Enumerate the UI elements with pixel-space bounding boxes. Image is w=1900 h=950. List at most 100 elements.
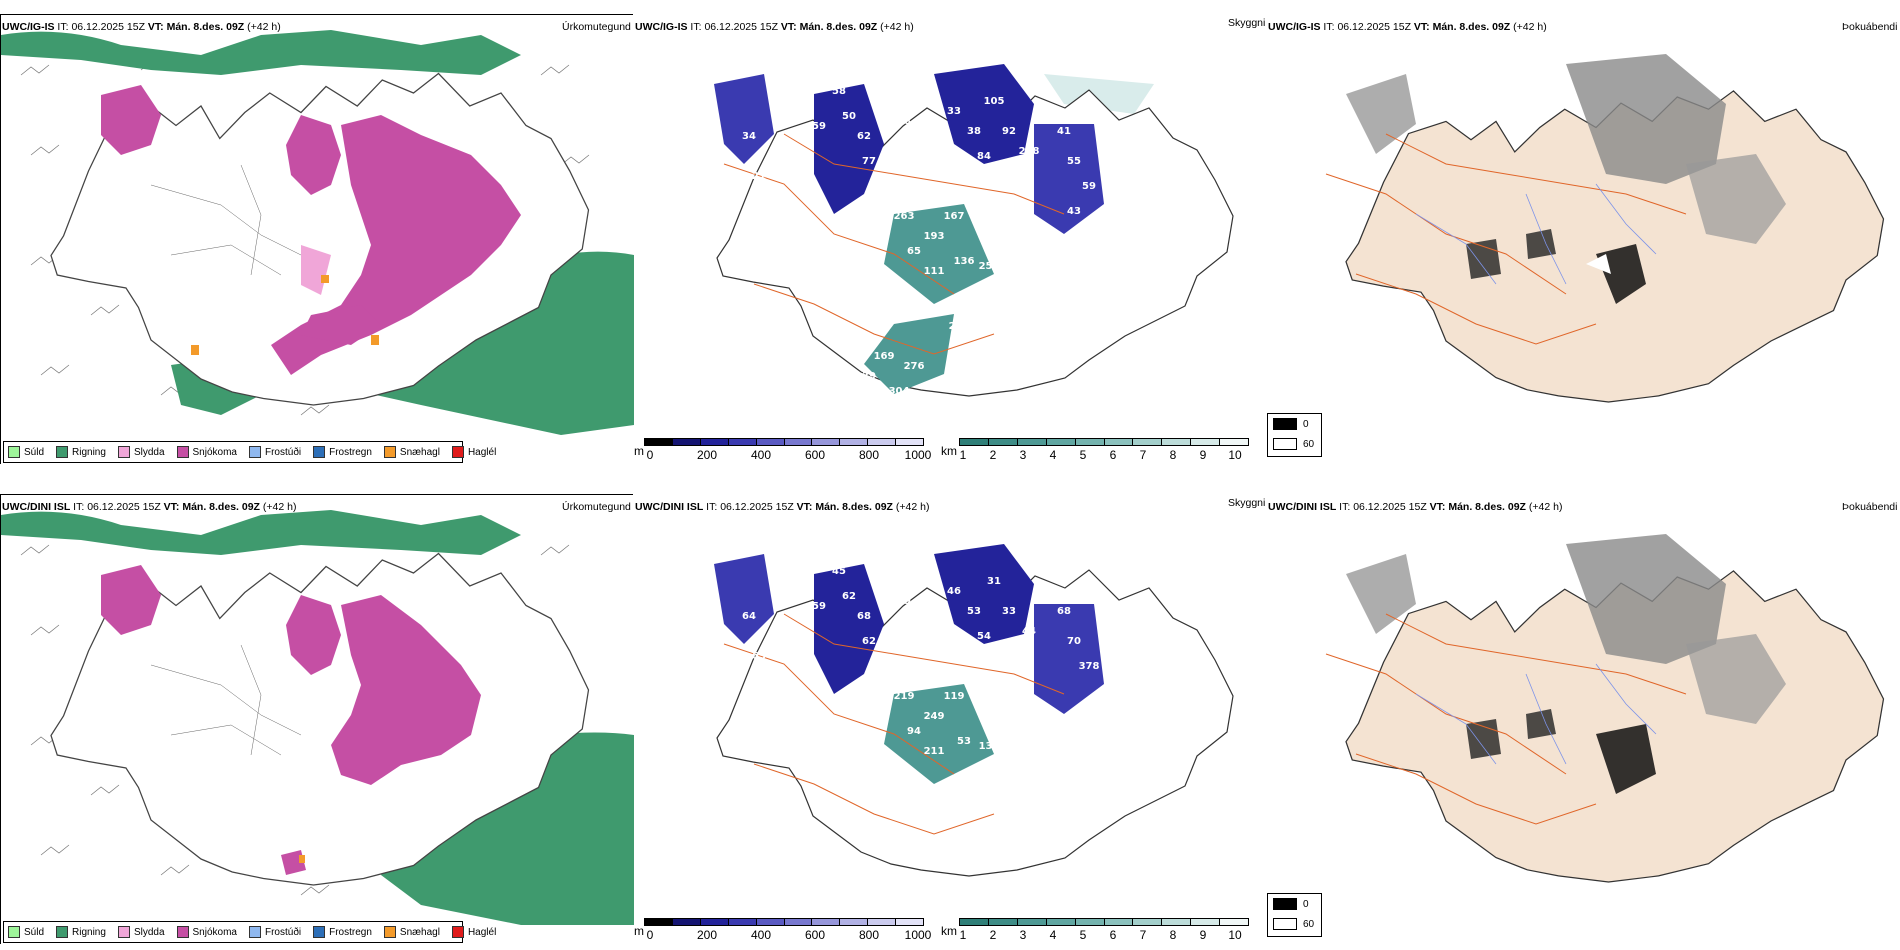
visibility-label: 78 [737, 536, 751, 547]
visibility-label: 51 [887, 101, 901, 112]
visibility-label: 42 [932, 171, 946, 182]
legend-label: Snæhagl [399, 926, 440, 938]
visibility-label: 33 [917, 626, 931, 637]
legend-swatch [56, 446, 69, 458]
visibility-label: 58 [897, 116, 911, 127]
precip-panel-igis: Súld Rigning Slydda Snjókoma Frostúði Fr… [0, 14, 634, 465]
vis-scale-km-tick: 5 [1079, 928, 1087, 942]
vis-scale-m-tick: 200 [696, 448, 718, 462]
visibility-label: 77 [862, 156, 876, 167]
vis-scale-km-unit: km [941, 924, 957, 938]
legend-swatch [176, 446, 189, 458]
vis-scale-m-tick: 600 [804, 928, 826, 942]
visibility-label: 53 [967, 606, 981, 617]
visibility-label: 64 [1012, 726, 1026, 737]
legend-swatch [248, 446, 261, 458]
fog-title-igis: Þokuábendi [1842, 21, 1898, 33]
legend-label: Frostúði [264, 446, 302, 458]
visibility-label: 64 [742, 611, 756, 622]
visibility-label: 385 [1009, 246, 1030, 257]
visibility-label: 65 [752, 541, 766, 552]
vis-header-igis: UWC/IG-IS IT: 06.12.2025 15Z VT: Mán. 8.… [635, 21, 914, 33]
vis-scale-m-bar [644, 438, 924, 446]
legend-swatch [313, 446, 326, 458]
precip-header-dini: UWC/DINI ISL IT: 06.12.2025 15Z VT: Mán.… [2, 501, 297, 513]
fog-scale-swatch [1273, 418, 1297, 430]
vis-scale-m-tick: 400 [750, 448, 772, 462]
visibility-label: 94 [907, 726, 921, 737]
legend-label: Snjókoma [192, 446, 237, 458]
legend-label: Rigning [72, 446, 106, 458]
vis-scale-km-tick: 5 [1079, 448, 1087, 462]
fog-scale-dini: 0 60 [1267, 893, 1322, 937]
fog-panel-igis [1266, 14, 1900, 464]
legend-swatch [117, 446, 130, 458]
vis-scale-km-tick: 10 [1228, 928, 1242, 942]
visibility-label: 54 [877, 831, 891, 842]
fog-map-igis [1325, 54, 1885, 403]
visibility-label: 169 [914, 146, 935, 157]
vis-scale-m-tick: 400 [750, 928, 772, 942]
fog-header-igis: UWC/IG-IS IT: 06.12.2025 15Z VT: Mán. 8.… [1268, 21, 1547, 33]
legend-swatch [8, 926, 20, 938]
visibility-label: 134 [979, 741, 1000, 752]
visibility-label: 99 [897, 596, 911, 607]
visibility-label: 220 [1039, 111, 1060, 122]
visibility-label: 125 [979, 221, 1000, 232]
visibility-label: 56 [767, 561, 781, 572]
visibility-label: 21 [752, 171, 766, 182]
vis-scale-km-bar [959, 438, 1249, 446]
visibility-label: 119 [944, 691, 965, 702]
legend-label: Frostregn [329, 926, 372, 938]
fog-scale-swatch [1273, 918, 1297, 930]
vis-title-igis: Skyggni [1228, 17, 1266, 29]
precip-legend-dini: Súld Rigning Slydda Snjókoma Frostúði Fr… [3, 921, 496, 943]
visibility-label: 304 [889, 386, 910, 397]
fog-title-dini: Þokuábendi [1842, 501, 1898, 513]
fog-panel-dini [1266, 494, 1900, 944]
visibility-label: 68 [932, 651, 946, 662]
visibility-label: 62 [857, 131, 871, 142]
vis-scale-km-tick: 6 [1109, 448, 1117, 462]
legend-swatch [313, 926, 326, 938]
legend-label: Frostúði [264, 926, 302, 938]
precip-legend-igis: Súld Rigning Slydda Snjókoma Frostúði Fr… [3, 441, 496, 463]
visibility-label: 65 [907, 246, 921, 257]
visibility-label: 33 [947, 106, 961, 117]
vis-scale-km-tick: 8 [1169, 928, 1177, 942]
visibility-label: 99 [792, 86, 806, 97]
precip-map-dini [1, 495, 634, 945]
visibility-label: 68 [1057, 606, 1071, 617]
vis-scale-km-tick: 8 [1169, 448, 1177, 462]
vis-panel-dini: 199 78 65 56 95 64 65 59 59 45 62 68 62 44 51 99 33 68 46 5… [634, 494, 1264, 944]
vis-scale-km-bar [959, 918, 1249, 926]
vis-scale-m-tick: 1000 [904, 928, 932, 942]
legend-swatch [383, 446, 396, 458]
visibility-label: 61 [1047, 746, 1061, 757]
vis-scale-km-tick: 7 [1139, 928, 1147, 942]
legend-label: Frostregn [329, 446, 372, 458]
visibility-label: 43 [1067, 206, 1081, 217]
visibility-label: 84 [977, 151, 991, 162]
vis-scale-m-tick: 1000 [904, 448, 932, 462]
visibility-label: 169 [874, 351, 895, 362]
visibility-label: 54 [977, 631, 991, 642]
visibility-label: 68 [857, 611, 871, 622]
fog-scale-label: 60 [1303, 918, 1315, 930]
visibility-label: 95 [792, 566, 806, 577]
visibility-label: 207 [734, 56, 755, 67]
fog-header-dini: UWC/DINI ISL IT: 06.12.2025 15Z VT: Mán.… [1268, 501, 1563, 513]
visibility-label: 111 [924, 266, 945, 277]
legend-label: Snæhagl [399, 446, 440, 458]
visibility-label: 46 [947, 586, 961, 597]
legend-label: Slydda [133, 926, 165, 938]
vis-scale-m-tick: 0 [646, 448, 654, 462]
vis-scale-m-unit: m [634, 924, 644, 938]
visibility-label: 62 [842, 591, 856, 602]
precip-title-igis: Úrkomutegund [562, 21, 631, 33]
visibility-label: 437 [959, 671, 980, 682]
visibility-label: 51 [887, 581, 901, 592]
visibility-label: 70 [722, 66, 736, 77]
